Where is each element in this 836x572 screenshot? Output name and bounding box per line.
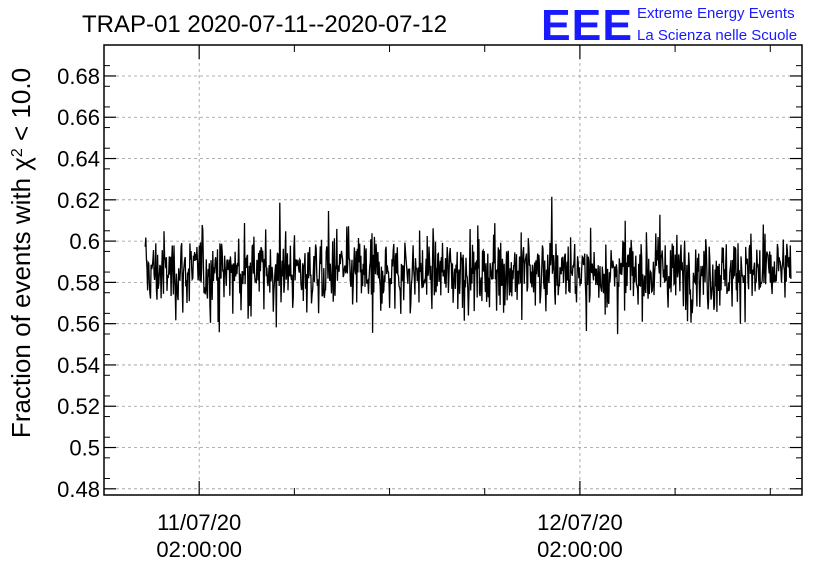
x-tick-label-time: 02:00:00 bbox=[537, 537, 623, 562]
y-tick-label: 0.58 bbox=[57, 270, 100, 295]
plot-frame bbox=[103, 44, 803, 496]
y-tick-label: 0.52 bbox=[57, 394, 100, 419]
y-tick-label: 0.66 bbox=[57, 105, 100, 130]
logo: EEE Extreme Energy Events La Scienza nel… bbox=[541, 1, 797, 50]
x-tick-label-date: 12/07/20 bbox=[537, 510, 623, 535]
x-tick-label-time: 02:00:00 bbox=[156, 537, 242, 562]
axes: 0.48 0.5 0.52 0.54 0.56 0.58 0.6 0.62 0.64 0.66 0.… bbox=[57, 44, 803, 562]
chart-title: TRAP-01 2020-07-11--2020-07-12 bbox=[82, 11, 447, 38]
grid-lines bbox=[104, 45, 802, 495]
y-axis-label-sup: 2 bbox=[9, 148, 26, 157]
y-tick-label: 0.68 bbox=[57, 64, 100, 89]
y-tick-label: 0.56 bbox=[57, 312, 100, 337]
y-tick-label: 0.48 bbox=[57, 477, 100, 502]
y-tick-label: 0.64 bbox=[57, 147, 100, 172]
y-tick-label: 0.6 bbox=[69, 229, 100, 254]
y-axis-label-prefix: Fraction of events with χ bbox=[6, 157, 36, 438]
y-axis-label-suffix: < 10.0 bbox=[6, 68, 36, 148]
series-line bbox=[144, 196, 792, 335]
y-tick-label: 0.54 bbox=[57, 353, 100, 378]
y-tick-label: 0.5 bbox=[69, 436, 100, 461]
logo-mark: EEE bbox=[541, 1, 633, 50]
logo-line-2: La Scienza nelle Scuole bbox=[637, 27, 797, 44]
logo-line-1: Extreme Energy Events bbox=[637, 5, 795, 22]
y-axis-label: Fraction of events with χ2 < 10.0 bbox=[6, 68, 36, 438]
y-tick-label: 0.62 bbox=[57, 188, 100, 213]
x-tick-label-date: 11/07/20 bbox=[157, 510, 241, 535]
series-layer bbox=[144, 196, 792, 335]
